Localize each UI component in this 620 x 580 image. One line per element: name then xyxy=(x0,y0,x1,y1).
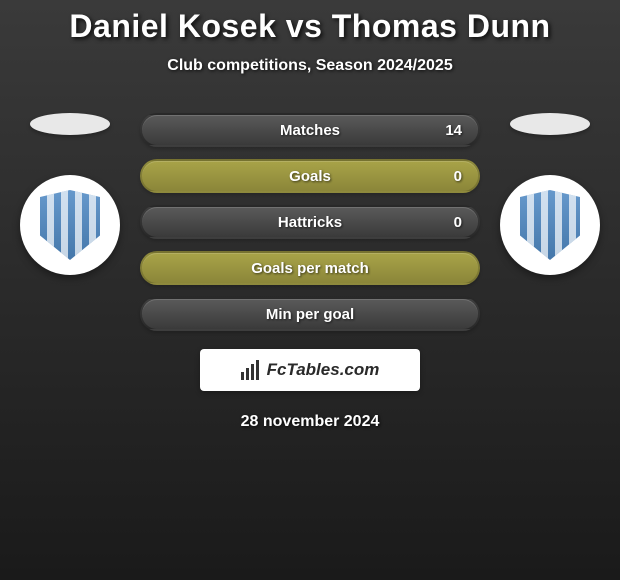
stat-label: Min per goal xyxy=(266,306,354,323)
team-badge-right xyxy=(500,175,600,275)
logo-box[interactable]: FcTables.com xyxy=(200,349,420,391)
shield-icon xyxy=(40,190,100,260)
stat-row-hattricks: Hattricks 0 xyxy=(140,205,480,239)
player-avatar-right xyxy=(510,113,590,135)
stat-label: Goals xyxy=(289,168,331,185)
stat-label: Matches xyxy=(280,122,340,139)
logo-text: FcTables.com xyxy=(267,360,380,380)
stat-row-matches: Matches 14 xyxy=(140,113,480,147)
stats-container: Matches 14 Goals 0 Hattricks 0 Goals per… xyxy=(140,113,480,331)
main-content: Matches 14 Goals 0 Hattricks 0 Goals per… xyxy=(0,113,620,331)
page-title: Daniel Kosek vs Thomas Dunn xyxy=(0,8,620,45)
stat-row-goals: Goals 0 xyxy=(140,159,480,193)
stat-value: 0 xyxy=(454,168,462,185)
team-badge-left xyxy=(20,175,120,275)
stat-row-goals-per-match: Goals per match xyxy=(140,251,480,285)
player-left xyxy=(20,113,120,275)
stat-label: Hattricks xyxy=(278,214,342,231)
stat-value: 14 xyxy=(445,122,462,139)
player-avatar-left xyxy=(30,113,110,135)
stat-row-min-per-goal: Min per goal xyxy=(140,297,480,331)
comparison-widget: Daniel Kosek vs Thomas Dunn Club competi… xyxy=(0,0,620,580)
stat-label: Goals per match xyxy=(251,260,369,277)
shield-icon xyxy=(520,190,580,260)
badge-stripes xyxy=(520,190,580,260)
date-label: 28 november 2024 xyxy=(0,413,620,431)
player-right xyxy=(500,113,600,275)
subtitle: Club competitions, Season 2024/2025 xyxy=(0,57,620,75)
chart-icon xyxy=(241,360,259,380)
stat-value: 0 xyxy=(454,214,462,231)
badge-stripes xyxy=(40,190,100,260)
